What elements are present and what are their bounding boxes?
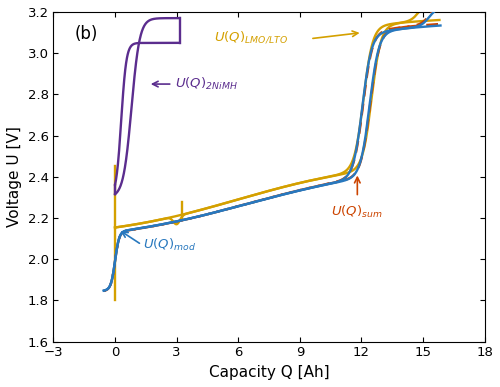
Text: $U(Q)_\mathregular{2NiMH}$: $U(Q)_\mathregular{2NiMH}$ (174, 76, 238, 92)
Y-axis label: Voltage U [V]: Voltage U [V] (7, 126, 22, 227)
Text: $U(Q)_\mathregular{LMO/LTO}$: $U(Q)_\mathregular{LMO/LTO}$ (214, 29, 288, 45)
Text: (b): (b) (75, 25, 98, 43)
X-axis label: Capacity Q [Ah]: Capacity Q [Ah] (208, 365, 330, 380)
Text: $U(Q)_\mathregular{sum}$: $U(Q)_\mathregular{sum}$ (332, 204, 383, 220)
Text: $U(Q)_\mathregular{mod}$: $U(Q)_\mathregular{mod}$ (143, 237, 196, 253)
